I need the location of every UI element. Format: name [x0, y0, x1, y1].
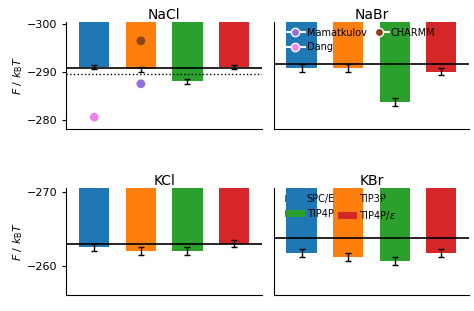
Bar [79, 22, 109, 67]
Bar [286, 188, 317, 253]
Title: NaBr: NaBr [354, 8, 389, 22]
Legend: Mamatkulov, Dang, CHARMM: Mamatkulov, Dang, CHARMM [284, 27, 437, 53]
Title: NaCl: NaCl [148, 8, 181, 22]
Bar [173, 188, 202, 251]
Bar [380, 188, 410, 261]
Y-axis label: $F$ / $k_\mathrm{B}T$: $F$ / $k_\mathrm{B}T$ [11, 222, 25, 261]
Bar [426, 188, 456, 253]
Bar [380, 22, 410, 102]
Bar [173, 22, 202, 81]
Point [137, 38, 145, 43]
Point [91, 115, 98, 120]
Point [137, 81, 145, 86]
Bar [333, 188, 363, 257]
Bar [219, 188, 249, 244]
Bar [426, 22, 456, 72]
Bar [126, 22, 156, 69]
Bar [79, 188, 109, 247]
Bar [333, 22, 363, 68]
Bar [219, 22, 249, 67]
Title: KBr: KBr [359, 174, 383, 188]
Y-axis label: $F$ / $k_\mathrm{B}T$: $F$ / $k_\mathrm{B}T$ [11, 56, 25, 95]
Bar [126, 188, 156, 251]
Legend: SPC/E, TIP4P, TIP3P, TIP4P/$\varepsilon$: SPC/E, TIP4P, TIP3P, TIP4P/$\varepsilon$ [284, 193, 397, 223]
Title: KCl: KCl [153, 174, 175, 188]
Bar [286, 22, 317, 68]
